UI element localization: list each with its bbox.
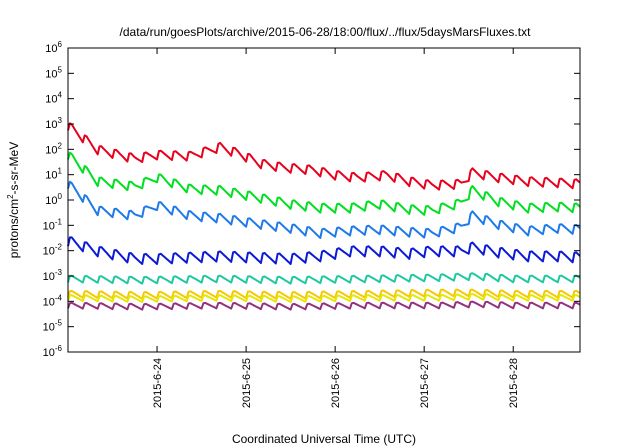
y-axis-label-superscript: 2 — [6, 194, 15, 199]
y-tick-label: 10-4 — [43, 293, 63, 308]
y-tick-label: 10-1 — [43, 217, 63, 232]
y-axis-label-rest: -s-sr-MeV — [7, 142, 21, 195]
y-tick-label: 10-5 — [43, 319, 63, 334]
series-line-1 — [67, 122, 581, 191]
y-tick-label: 105 — [45, 65, 62, 80]
x-axis-label: Coordinated Universal Time (UTC) — [232, 432, 416, 446]
x-tick-label: 2015-6-24 — [152, 358, 164, 408]
y-axis-label-main: protons/cm — [7, 199, 21, 258]
x-tick-label: 2015-6-26 — [330, 358, 342, 408]
y-tick-label: 100 — [45, 192, 62, 207]
x-axis-ticks: 2015-6-24 2015-6-25 2015-6-26 2015-6-27 2015… — [152, 48, 520, 408]
series-line-3 — [67, 180, 581, 239]
series-line-4 — [67, 236, 581, 265]
series-line-8 — [67, 300, 581, 311]
y-tick-label: 104 — [45, 91, 62, 106]
y-axis-ticks: 10-6 10-5 10-4 10-3 10-2 10-1 100 101 102 103 104 1… — [43, 40, 580, 359]
y-tick-label: 101 — [45, 167, 62, 182]
y-tick-label: 10-3 — [43, 268, 63, 283]
series-line-7 — [67, 293, 581, 303]
y-tick-label: 102 — [45, 141, 62, 156]
x-tick-label: 2015-6-27 — [419, 358, 431, 408]
y-tick-label: 106 — [45, 40, 62, 55]
series-line-2 — [67, 151, 581, 216]
y-axis-label: protons/cm2-s-sr-MeV — [6, 142, 21, 258]
x-tick-label: 2015-6-28 — [508, 358, 520, 408]
x-tick-label: 2015-6-25 — [241, 358, 253, 408]
y-tick-label: 103 — [45, 116, 62, 131]
series-layer — [67, 122, 581, 311]
plot-area — [67, 47, 581, 353]
series-line-6 — [67, 288, 581, 300]
y-tick-label: 10-6 — [43, 344, 63, 359]
y-tick-label: 10-2 — [43, 243, 63, 258]
series-line-5 — [67, 272, 581, 285]
chart-title: /data/run/goesPlots/archive/2015-06-28/1… — [120, 25, 532, 39]
